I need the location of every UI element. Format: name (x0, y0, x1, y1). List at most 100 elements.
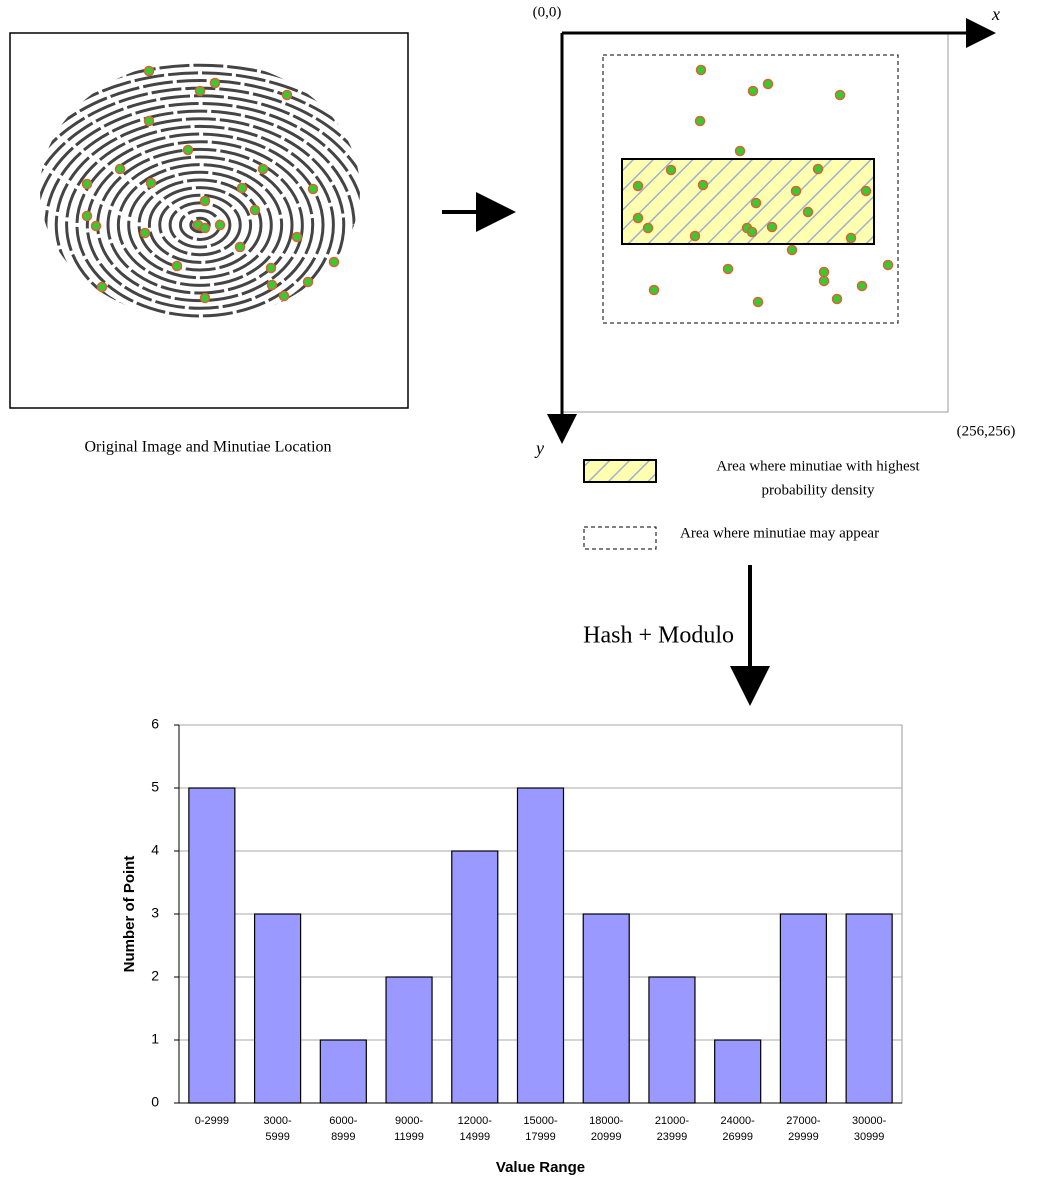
minutia (642, 222, 654, 234)
x-tick-label: 3000- (264, 1115, 292, 1127)
x-tick-label: 27000- (786, 1115, 821, 1127)
x-tick-label: 26999 (722, 1131, 753, 1143)
bar (385, 976, 433, 1104)
bar (582, 913, 630, 1104)
y-tick-label: 0 (151, 1094, 159, 1110)
minutia (632, 212, 644, 224)
minutiae (81, 65, 340, 304)
minutia (199, 195, 211, 207)
minutia (747, 85, 759, 97)
ridge (116, 163, 284, 287)
minutia (790, 185, 802, 197)
ridge (168, 201, 232, 249)
minutia (90, 220, 102, 232)
ridge (40, 79, 360, 320)
ridge (85, 140, 315, 310)
ridge (158, 193, 242, 257)
ridge (40, 63, 360, 320)
minutia (143, 65, 155, 77)
minutia (291, 231, 303, 243)
minutia (746, 226, 758, 238)
minutia (234, 241, 246, 253)
minutia (722, 263, 734, 275)
x-tick-label: 11999 (394, 1131, 424, 1143)
y-axis-label: y (534, 438, 544, 458)
minutia (694, 115, 706, 127)
minutia (199, 292, 211, 304)
minutia (302, 276, 314, 288)
x-tick-label: 6000- (329, 1115, 357, 1127)
minutia (845, 232, 857, 244)
y-axis-title: Number of Point (121, 856, 138, 973)
minutia (81, 210, 93, 222)
legend-text: Area where minutiae may appear (680, 525, 879, 541)
bar (319, 1039, 367, 1104)
legend-text: Area where minutiae with highest (716, 458, 920, 474)
minutia (96, 281, 108, 293)
minutia (752, 296, 764, 308)
x-axis-title: Value Range (496, 1159, 585, 1176)
minutia (750, 197, 762, 209)
x-axis-label: x (991, 4, 1000, 24)
ridge (65, 124, 335, 320)
x-tick-label: 8999 (331, 1131, 355, 1143)
minutia (882, 259, 894, 271)
x-tick-label: 24000- (721, 1115, 756, 1127)
minutia (860, 185, 872, 197)
minutia (734, 145, 746, 157)
ridge (75, 132, 325, 318)
x-tick-label: 18000- (589, 1115, 624, 1127)
x-tick-label: 23999 (657, 1131, 688, 1143)
legend-swatch (583, 526, 657, 550)
bar (516, 787, 565, 1104)
minutia (802, 206, 814, 218)
transform-label: Hash + Modulo (583, 623, 734, 649)
minutia (81, 178, 93, 190)
x-tick-label: 14999 (459, 1131, 490, 1143)
minutia (695, 64, 707, 76)
minutia (266, 279, 278, 291)
x-tick-label: 29999 (788, 1131, 819, 1143)
minutia (834, 89, 846, 101)
minutia (236, 182, 248, 194)
minutia (648, 284, 660, 296)
minutia (856, 280, 868, 292)
minutia (182, 144, 194, 156)
ridge (147, 186, 253, 264)
bar (779, 913, 828, 1104)
possible-area (602, 54, 899, 324)
minutia (171, 260, 183, 272)
minutia (145, 177, 157, 189)
ridge (106, 155, 294, 295)
bar (253, 913, 302, 1104)
bar (451, 850, 499, 1104)
y-tick-label: 1 (151, 1031, 159, 1047)
y-tick-label: 5 (151, 779, 159, 795)
legend-text: probability density (762, 482, 875, 498)
ridge (54, 117, 346, 320)
origin-label: (0,0) (533, 4, 562, 20)
minutia (278, 290, 290, 302)
minutia (257, 163, 269, 175)
minutia (812, 163, 824, 175)
y-tick-label: 2 (151, 968, 159, 984)
minutia (831, 293, 843, 305)
x-tick-label: 12000- (458, 1115, 493, 1127)
x-tick-label: 30000- (852, 1115, 887, 1127)
x-tick-label: 15000- (523, 1115, 558, 1127)
x-tick-label: 9000- (395, 1115, 423, 1127)
minutia (762, 78, 774, 90)
y-tick-label: 4 (151, 842, 159, 858)
minutia (139, 227, 151, 239)
minutia (689, 230, 701, 242)
minutia (307, 183, 319, 195)
minutia (786, 244, 798, 256)
bar (714, 1039, 762, 1104)
bar (648, 976, 696, 1104)
x-tick-label: 30999 (854, 1131, 885, 1143)
minutia (818, 266, 830, 278)
caption: Original Image and Minutiae Location (84, 439, 331, 456)
minutia (249, 204, 261, 216)
minutia (199, 222, 211, 234)
